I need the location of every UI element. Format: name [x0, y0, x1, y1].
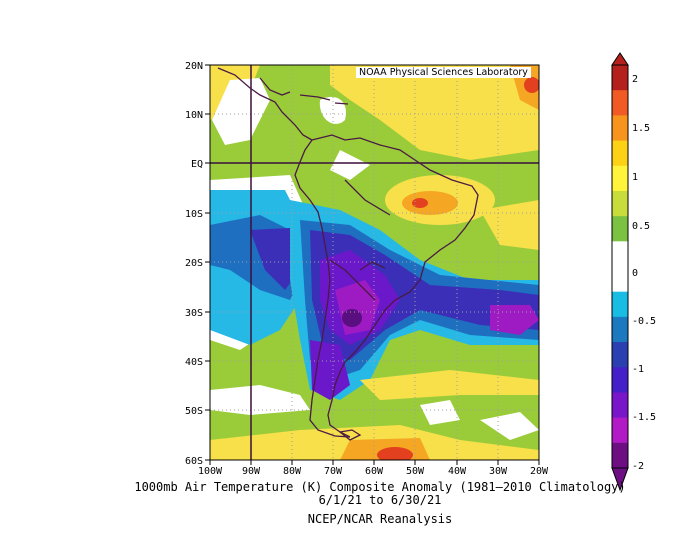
lat-ticks — [205, 64, 210, 461]
colorbar-label: -1 — [632, 364, 644, 375]
colorbar-label: -2 — [632, 461, 644, 472]
lon-label: 80W — [283, 466, 302, 477]
colorbar-label: 0 — [632, 268, 638, 279]
colorbar-cell — [612, 216, 628, 242]
lat-label: 20N — [185, 61, 203, 72]
lat-label: 50S — [185, 406, 203, 417]
colorbar-cell — [612, 165, 628, 192]
colorbar-label: 1 — [632, 172, 638, 183]
lon-label: 50W — [406, 466, 425, 477]
colorbar-cell — [612, 65, 628, 91]
colorbar-cell — [612, 442, 628, 469]
colorbar-cell — [612, 316, 628, 343]
caption-title: 1000mb Air Temperature (K) Composite Ano… — [134, 480, 626, 494]
colorbar-cell — [612, 291, 628, 318]
caption-dates: 6/1/21 to 6/30/21 — [318, 493, 442, 507]
lat-label: EQ — [191, 159, 203, 170]
colorbar-top-arrow — [611, 52, 629, 66]
caption-source: NCEP/NCAR Reanalysis — [307, 512, 453, 526]
coastlines — [217, 67, 479, 441]
lon-label: 70W — [324, 466, 343, 477]
lat-label: 30S — [185, 308, 203, 319]
colorbar-label: -0.5 — [632, 316, 656, 327]
lon-label: 20W — [530, 466, 549, 477]
colorbar-cell — [612, 417, 628, 444]
graticule — [210, 65, 539, 460]
colorbar-labels: 2 1.5 1 0.5 0 -0.5 -1 -1.5 -2 — [632, 74, 656, 472]
lon-label: 100W — [198, 466, 223, 477]
colorbar-cell — [612, 241, 628, 267]
colorbar-cell — [612, 367, 628, 393]
credit-label: NOAA Physical Sciences Laboratory — [356, 67, 531, 78]
lon-label: 90W — [242, 466, 261, 477]
colorbar-cell — [612, 342, 628, 368]
lat-label: 10N — [185, 110, 203, 121]
lat-label: 10S — [185, 209, 203, 220]
colorbar-cell — [612, 190, 628, 217]
colorbar-label: -1.5 — [632, 412, 656, 423]
lat-label: 20S — [185, 258, 203, 269]
colorbar-cell — [612, 115, 628, 142]
lon-label: 30W — [489, 466, 508, 477]
lon-ticks — [209, 460, 540, 465]
lat-label: 40S — [185, 357, 203, 368]
colorbar-label: 1.5 — [632, 123, 650, 134]
colorbar-cell — [612, 392, 628, 419]
lon-labels: 100W 90W 80W 70W 60W 50W 40W 30W 20W — [198, 466, 549, 477]
colorbar-label: 0.5 — [632, 221, 650, 232]
lon-label: 60W — [365, 466, 384, 477]
lon-label: 40W — [448, 466, 467, 477]
colorbar-cell — [612, 266, 628, 293]
colorbar-frame — [611, 64, 629, 469]
colorbar-label: 2 — [632, 74, 638, 85]
colorbar — [611, 52, 629, 492]
colorbar-cell — [612, 90, 628, 116]
lat-labels: 20N 10N EQ 10S 20S 30S 40S 50S 60S — [185, 61, 203, 467]
colorbar-cell — [612, 140, 628, 167]
lat-label: 60S — [185, 456, 203, 467]
